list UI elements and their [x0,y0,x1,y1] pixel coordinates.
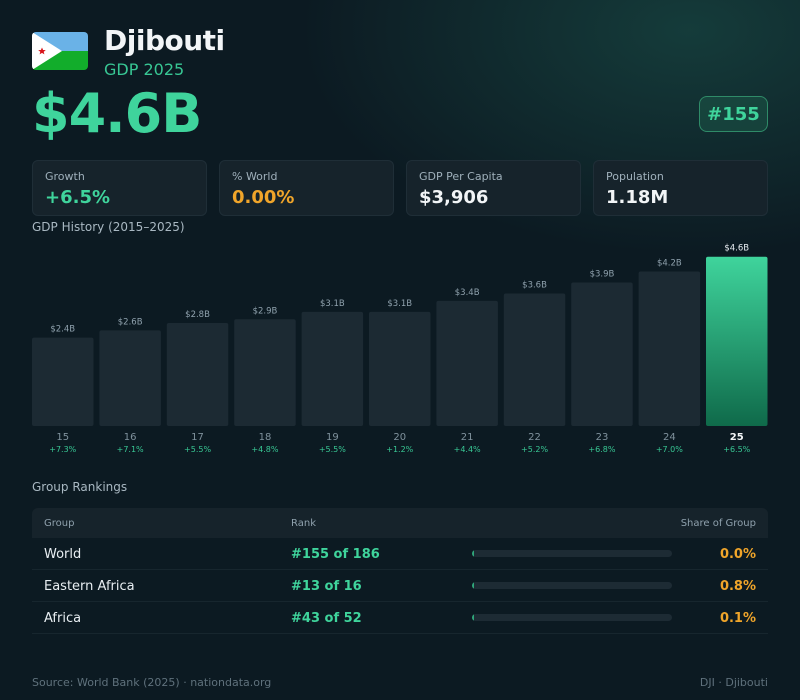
bar-value-label: $2.4B [50,325,75,335]
x-tick-label: 19 [326,432,339,443]
x-tick-label: 15 [56,432,69,443]
growth-label: +6.5% [723,445,750,454]
stat-card-world-share: % World 0.00% [219,160,394,216]
growth-label: +5.5% [184,445,211,454]
stat-value: $3,906 [419,187,489,208]
bar-value-label: $3.1B [320,299,345,309]
growth-label: +4.4% [454,445,481,454]
x-tick-label: 18 [259,432,272,443]
bar-value-label: $2.8B [185,310,210,320]
stat-label: GDP Per Capita [419,170,503,183]
page-subtitle: GDP 2025 [104,60,185,79]
x-tick-label: 24 [663,432,676,443]
bar-15 [32,337,94,426]
source-note: Source: World Bank (2025) · nationdata.o… [32,676,272,689]
bar-23 [571,282,633,426]
share-bar-fill [472,550,474,557]
stat-value: 0.00% [232,187,295,208]
header-share: Share of Group [680,518,756,529]
table-row: World #155 of 186 0.0% [32,538,768,570]
x-tick-label: 20 [393,432,406,443]
group-share: 0.1% [719,611,756,626]
x-tick-label: 17 [191,432,204,443]
share-bar [472,582,672,589]
share-bar [472,550,672,557]
group-name: Eastern Africa [44,579,135,594]
bar-16 [99,330,161,426]
group-rank: #155 of 186 [291,547,380,562]
table-row: Africa #43 of 52 0.1% [32,602,768,634]
bar-value-label: $3.6B [522,281,547,291]
rank-badge: #155 [699,96,768,132]
header-group: Group [44,518,75,529]
stat-card-population: Population 1.18M [593,160,768,216]
stat-label: Population [606,170,664,183]
share-bar-fill [472,614,474,621]
x-tick-label: 25 [730,432,744,443]
x-tick-label: 23 [596,432,609,443]
x-tick-label: 22 [528,432,541,443]
share-bar-fill [472,582,474,589]
stat-value: 1.18M [606,187,669,208]
bar-value-label: $3.9B [590,269,615,279]
x-tick-label: 21 [461,432,474,443]
country-code: DJI · Djibouti [699,676,768,689]
growth-label: +7.3% [49,445,76,454]
growth-label: +7.1% [117,445,144,454]
group-share: 0.8% [719,579,756,594]
bar-19 [301,311,364,426]
bar-value-label: $2.6B [118,317,143,327]
bar-18 [234,319,296,426]
group-rank: #13 of 16 [291,579,362,594]
growth-label: +7.0% [656,445,683,454]
djibouti-flag-icon [32,32,88,70]
stat-label: Growth [45,170,85,183]
group-rank: #43 of 52 [291,611,362,626]
stat-card-gdp-per-capita: GDP Per Capita $3,906 [406,160,581,216]
chart-title: GDP History (2015–2025) [32,220,185,234]
growth-label: +6.8% [588,445,615,454]
growth-label: +5.5% [319,445,346,454]
header-rank: Rank [291,518,316,529]
stat-card-growth: Growth +6.5% [32,160,207,216]
bar-22 [503,293,566,426]
gdp-history-chart: $2.4B 15 +7.3% $2.6B 16 +7.1% $2.8B 17 +5.5% $2.9… [32,244,768,454]
bar-value-label: $3.4B [455,288,480,298]
x-tick-label: 16 [124,432,137,443]
stat-value: +6.5% [45,187,111,208]
table-header: Group Rank Share of Group [32,508,768,538]
bar-21 [436,300,498,426]
growth-label: +1.2% [386,445,413,454]
bar-25 [706,256,768,426]
group-name: Africa [44,611,82,626]
bar-value-label: $2.9B [253,306,278,316]
share-bar [472,614,672,621]
bar-20 [369,311,431,426]
group-share: 0.0% [719,547,756,562]
country-name: Djibouti [104,24,225,57]
gdp-value: $4.6B [32,82,202,145]
rankings-table: Group Rank Share of Group World #155 of … [32,508,768,634]
growth-label: +4.8% [251,445,278,454]
table-row: Eastern Africa #13 of 16 0.8% [32,570,768,602]
rankings-title: Group Rankings [32,480,128,494]
bar-24 [638,271,701,426]
bar-value-label: $4.6B [724,244,749,254]
growth-label: +5.2% [521,445,548,454]
stat-label: % World [232,170,278,183]
bar-value-label: $4.2B [657,258,682,268]
bar-value-label: $3.1B [387,299,412,309]
bar-17 [166,322,229,426]
group-name: World [44,547,82,562]
